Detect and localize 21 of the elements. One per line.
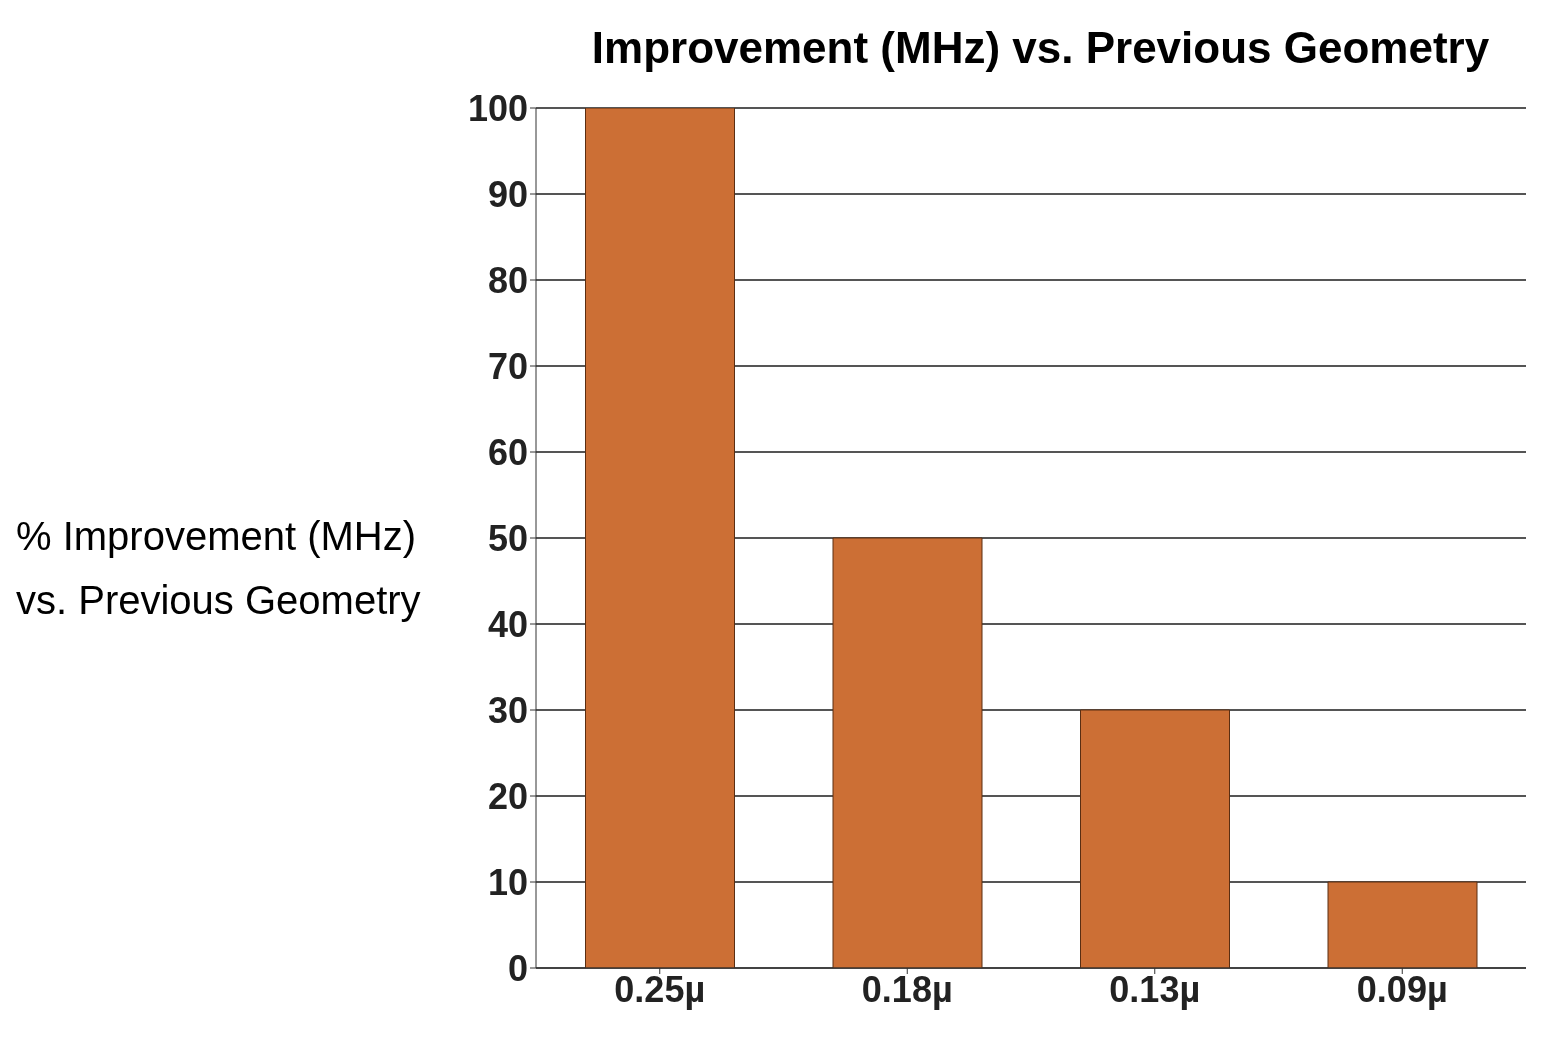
y-tick-label: 90 — [487, 173, 528, 215]
x-tick-label: 0.18µ — [861, 968, 953, 1010]
y-tick-label: 10 — [487, 861, 528, 903]
bar — [832, 537, 983, 968]
y-tick-label: 20 — [487, 775, 528, 817]
y-axis-title: % Improvement (MHz) vs. Previous Geometry — [15, 513, 422, 624]
y-tick-label: 40 — [487, 603, 528, 645]
x-tick-label: 0.09µ — [1356, 968, 1448, 1010]
y-tick-label: 70 — [487, 345, 528, 387]
bar — [585, 108, 735, 968]
y-tick-label: 50 — [487, 517, 528, 559]
y-tick-label: 60 — [487, 431, 528, 473]
bar — [1327, 881, 1478, 968]
y-tick-label: 0 — [507, 947, 528, 989]
chart-title: Improvement (MHz) vs. Previous Geometry — [590, 22, 1491, 74]
y-tick-label: 100 — [467, 87, 528, 129]
bar — [1080, 709, 1230, 968]
y-tick-label: 30 — [487, 689, 528, 731]
y-tick-label: 80 — [487, 259, 528, 301]
x-tick-label: 0.13µ — [1109, 968, 1201, 1010]
x-tick-label: 0.25µ — [614, 968, 706, 1010]
